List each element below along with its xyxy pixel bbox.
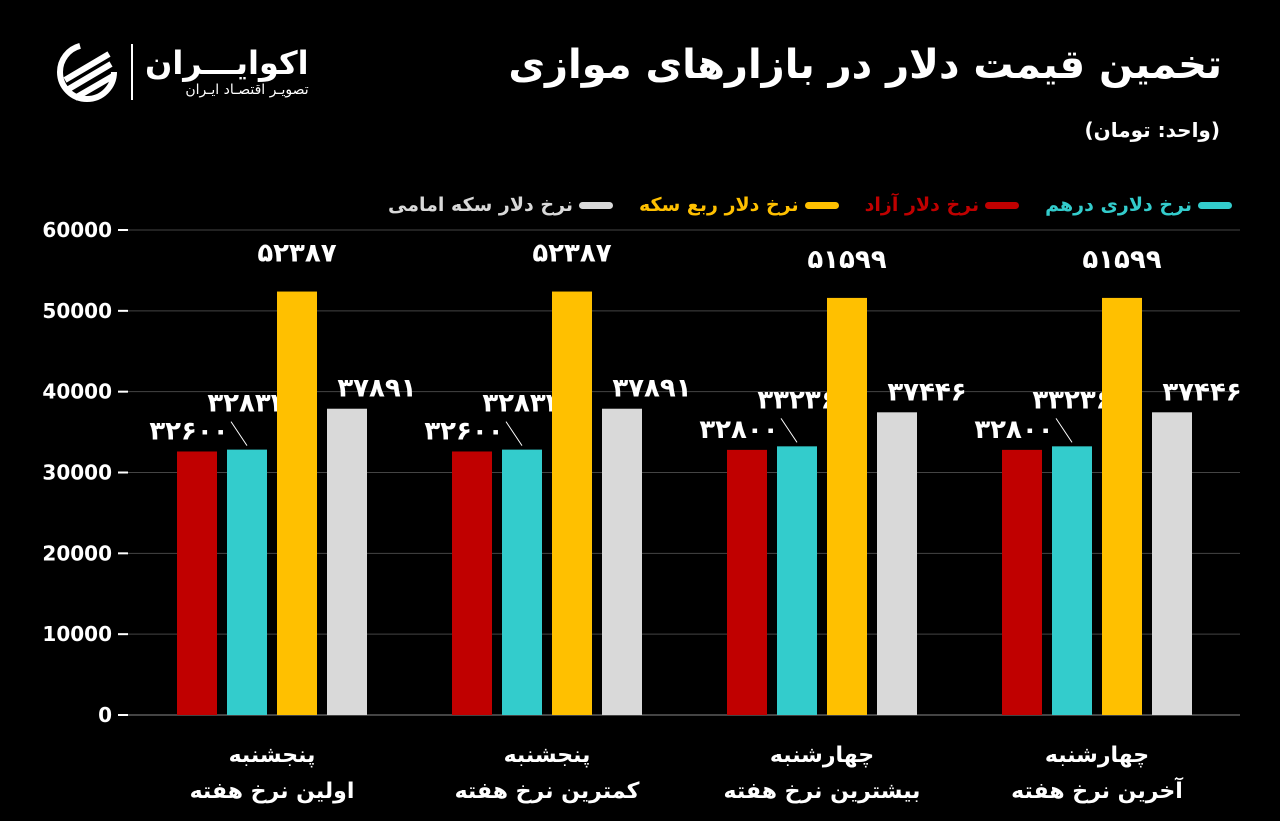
bar bbox=[177, 451, 217, 715]
data-label: ۳۳۲۳۶ bbox=[1032, 385, 1111, 415]
y-tick-label: 10000 bbox=[42, 622, 112, 646]
data-label: ۳۲۸۰۰ bbox=[974, 415, 1053, 445]
bar bbox=[1102, 297, 1142, 715]
category-day: پنجشنبه bbox=[503, 743, 591, 768]
bar bbox=[877, 412, 917, 715]
logo-name: اکوایـــران bbox=[145, 44, 309, 82]
logo-subtitle: تصویـر اقتصـاد ایـران bbox=[185, 82, 309, 98]
leader-line bbox=[1055, 418, 1073, 443]
legend-swatch bbox=[804, 201, 839, 209]
legend-label: نرخ دلار ربع سکه bbox=[639, 194, 799, 216]
data-label: ۳۲۶۰۰ bbox=[149, 416, 228, 446]
leader-line bbox=[230, 421, 248, 446]
logo: اکوایـــران تصویـر اقتصـاد ایـران bbox=[55, 40, 309, 104]
bar bbox=[277, 291, 317, 715]
data-label: ۳۷۴۴۶ bbox=[887, 377, 966, 407]
category-description: کمترین نرخ هفته bbox=[454, 779, 640, 804]
category-description: بیشترین نرخ هفته bbox=[723, 779, 921, 804]
category-description: اولین نرخ هفته bbox=[189, 779, 355, 804]
legend-label: نرخ دلار سکه امامی bbox=[388, 194, 574, 216]
legend-label: نرخ دلاری درهم bbox=[1045, 194, 1192, 216]
y-tick-label: 30000 bbox=[42, 461, 112, 485]
legend-label: نرخ دلار آزاد bbox=[864, 194, 980, 216]
bar bbox=[452, 451, 492, 715]
data-label: ۵۲۳۸۷ bbox=[257, 239, 336, 269]
leader-line bbox=[505, 421, 523, 446]
legend-swatch bbox=[1198, 201, 1232, 209]
legend-item: نرخ دلار سکه امامی bbox=[388, 194, 614, 216]
bar bbox=[552, 291, 592, 715]
y-tick-label: 40000 bbox=[42, 380, 112, 404]
bar bbox=[602, 408, 642, 715]
bar bbox=[1152, 412, 1192, 715]
y-tick-label: 60000 bbox=[42, 218, 112, 242]
legend-item: نرخ دلار ربع سکه bbox=[639, 194, 839, 216]
leader-line bbox=[780, 418, 798, 443]
category-day: پنجشنبه bbox=[228, 743, 316, 768]
y-tick-label: 20000 bbox=[42, 541, 112, 565]
x-category-label: چهارشنبه بیشترین نرخ هفته bbox=[692, 738, 952, 810]
data-label: ۵۲۳۸۷ bbox=[532, 239, 611, 269]
bar bbox=[827, 297, 867, 715]
x-category-label: چهارشنبه آخرین نرخ هفته bbox=[967, 738, 1227, 810]
bar bbox=[502, 449, 542, 715]
x-category-label: پنجشنبه کمترین نرخ هفته bbox=[417, 738, 677, 810]
category-day: چهارشنبه bbox=[769, 743, 875, 768]
bar bbox=[227, 449, 267, 715]
data-label: ۳۲۸۰۰ bbox=[699, 415, 778, 445]
bar bbox=[727, 449, 767, 715]
bar bbox=[1002, 449, 1042, 715]
chart-title: تخمین قیمت دلار در بازارهای موازی bbox=[508, 42, 1222, 88]
legend-item: نرخ دلار آزاد bbox=[864, 194, 1020, 216]
data-label: ۳۷۴۴۶ bbox=[1162, 377, 1241, 407]
legend-swatch bbox=[579, 201, 614, 209]
category-description: آخرین نرخ هفته bbox=[1011, 779, 1183, 804]
legend-item: نرخ دلاری درهم bbox=[1045, 194, 1232, 216]
x-category-label: پنجشنبه اولین نرخ هفته bbox=[142, 738, 402, 810]
data-label: ۵۱۵۹۹ bbox=[1082, 245, 1161, 275]
data-label: ۳۷۸۹۱ bbox=[612, 374, 691, 404]
legend: نرخ دلاری درهم نرخ دلار آزاد نرخ دلار ربع … bbox=[388, 194, 1232, 216]
data-label: ۳۳۲۳۶ bbox=[757, 385, 836, 415]
y-tick-label: 0 bbox=[98, 703, 112, 727]
data-label: ۵۱۵۹۹ bbox=[807, 245, 886, 275]
y-tick-label: 50000 bbox=[42, 299, 112, 323]
data-label: ۳۲۶۰۰ bbox=[424, 416, 503, 446]
legend-swatch bbox=[985, 201, 1020, 209]
data-label: ۳۲۸۳۲ bbox=[207, 389, 286, 419]
logo-mark-icon bbox=[57, 42, 117, 102]
bar bbox=[327, 408, 367, 715]
data-label: ۳۷۸۹۱ bbox=[337, 374, 416, 404]
data-label: ۳۲۸۳۲ bbox=[482, 389, 561, 419]
unit-label: (واحد: تومان) bbox=[1084, 118, 1220, 142]
logo-divider bbox=[131, 44, 133, 100]
bar bbox=[1052, 446, 1092, 715]
category-day: چهارشنبه bbox=[1044, 743, 1150, 768]
bar bbox=[777, 446, 817, 715]
